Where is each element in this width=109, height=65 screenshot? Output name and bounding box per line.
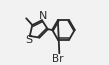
Text: N: N <box>38 11 47 21</box>
Text: S: S <box>25 35 32 45</box>
Text: Br: Br <box>52 54 64 64</box>
